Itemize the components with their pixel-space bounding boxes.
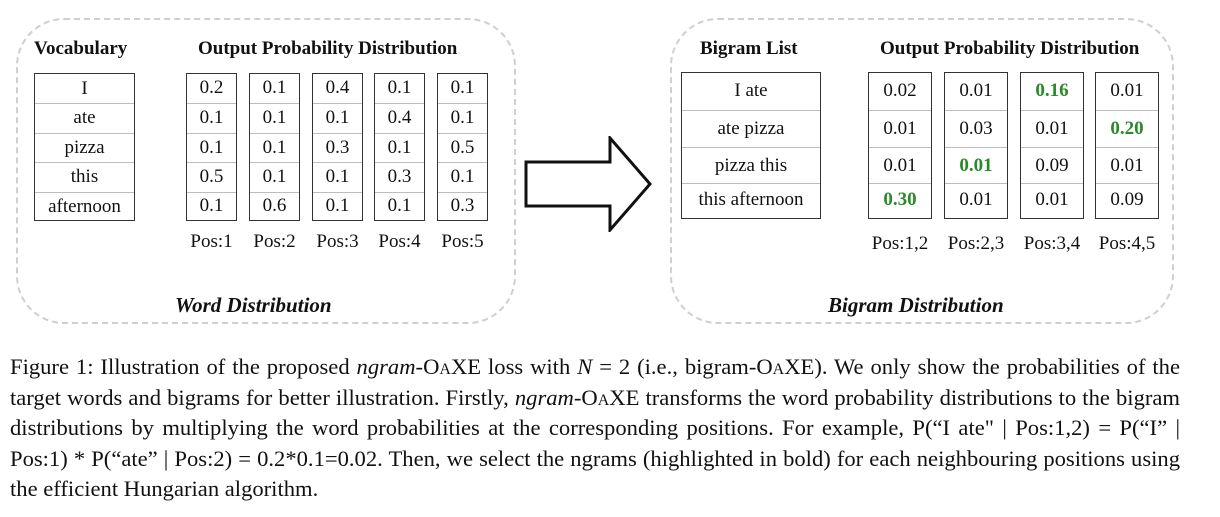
vocab-cell: afternoon — [35, 191, 134, 219]
word-prob-cell: 0.1 — [387, 77, 412, 98]
word-prob-cell: 0.3 — [375, 162, 424, 191]
word-distribution-panel — [16, 18, 516, 324]
word-prob-cell: 0.1 — [313, 162, 362, 191]
bigram-cell: ate pizza — [682, 109, 820, 147]
bigram-prob-cell: 0.03 — [945, 109, 1007, 147]
word-prob-cell: 0.1 — [250, 103, 299, 132]
word-prob-cell: 0.5 — [438, 132, 487, 162]
word-prob-cell: 0.1 — [187, 103, 236, 132]
vocab-cell: I — [81, 78, 88, 99]
bigram-cell: this afternoon — [682, 183, 820, 217]
bigram-prob-cell-selected: 0.30 — [869, 183, 931, 217]
vocabulary-header: Vocabulary — [34, 38, 128, 59]
bigram-dist-header: Output Probability Distribution — [880, 38, 1140, 59]
figure-caption: Figure 1: Illustration of the proposed n… — [10, 352, 1180, 505]
bigram-cell: pizza this — [682, 146, 820, 184]
word-prob-cell: 0.3 — [313, 132, 362, 162]
word-prob-cell: 0.1 — [250, 162, 299, 191]
bigram-position-label: Pos:1,2 — [871, 233, 929, 254]
word-prob-cell: 0.1 — [262, 77, 287, 98]
bigram-list-header: Bigram List — [700, 38, 798, 59]
vocab-cell: pizza — [35, 132, 134, 162]
bigram-distribution-caption: Bigram Distribution — [828, 293, 1004, 317]
word-prob-cell: 0.1 — [438, 162, 487, 191]
caption-text: XE transforms the word probability distr… — [10, 384, 1180, 502]
word-position-label: Pos:2 — [253, 231, 296, 252]
word-prob-cell: 0.4 — [325, 77, 350, 98]
word-distribution-caption: Word Distribution — [175, 293, 332, 317]
word-prob-cell: 0.3 — [438, 191, 487, 219]
word-prob-column: 0.1 0.1 0.5 0.1 0.3 — [437, 73, 488, 221]
bigram-position-label: Pos:3,4 — [1023, 233, 1081, 254]
caption-text: XE loss with — [450, 354, 578, 379]
word-prob-cell: 0.6 — [250, 191, 299, 219]
vocab-cell: ate — [35, 103, 134, 132]
word-prob-cell: 0.1 — [450, 77, 475, 98]
caption-text: Figure 1: Illustration of the proposed — [10, 354, 357, 379]
bigram-prob-column: 0.02 0.01 0.01 0.30 — [868, 72, 932, 219]
word-prob-cell: 0.2 — [199, 77, 224, 98]
word-position-label: Pos:4 — [378, 231, 421, 252]
word-prob-cell: 0.1 — [313, 103, 362, 132]
transform-arrow-icon — [524, 136, 652, 232]
caption-text: -O — [573, 384, 598, 410]
bigram-distribution-panel — [670, 18, 1174, 324]
word-prob-cell: 0.1 — [375, 132, 424, 162]
bigram-position-label: Pos:2,3 — [947, 233, 1005, 254]
caption-text: a — [597, 384, 610, 410]
word-position-label: Pos:5 — [441, 231, 484, 252]
vocabulary-table: I ate pizza this afternoon — [34, 73, 135, 221]
bigram-prob-cell: 0.01 — [1021, 109, 1083, 147]
bigram-list-table: I ate ate pizza pizza this this afternoo… — [681, 72, 821, 219]
bigram-prob-cell-selected: 0.01 — [945, 146, 1007, 184]
word-prob-column: 0.4 0.1 0.3 0.1 0.1 — [312, 73, 363, 221]
caption-text: = 2 (i.e., bigram-O — [592, 354, 773, 379]
bigram-prob-cell: 0.01 — [1021, 183, 1083, 217]
bigram-prob-cell-selected: 0.20 — [1096, 109, 1158, 147]
bigram-prob-cell: 0.01 — [869, 109, 931, 147]
caption-ngram: ngram — [514, 384, 574, 410]
word-position-label: Pos:1 — [190, 231, 233, 252]
vocab-cell: this — [35, 162, 134, 191]
bigram-prob-cell: 0.09 — [1021, 146, 1083, 184]
bigram-prob-cell: 0.01 — [869, 146, 931, 184]
word-prob-cell: 0.1 — [250, 132, 299, 162]
word-dist-header: Output Probability Distribution — [198, 38, 458, 59]
word-prob-column: 0.1 0.4 0.1 0.3 0.1 — [374, 73, 425, 221]
word-prob-column: 0.1 0.1 0.1 0.1 0.6 — [249, 73, 300, 221]
word-prob-cell: 0.1 — [438, 103, 487, 132]
caption-text: -O — [415, 354, 440, 379]
caption-text: XE). We only show the probabilities of t… — [10, 354, 1181, 410]
bigram-cell: I ate — [734, 80, 768, 101]
bigram-prob-cell: 0.01 — [945, 183, 1007, 217]
word-prob-column: 0.2 0.1 0.1 0.5 0.1 — [186, 73, 237, 221]
bigram-prob-cell-selected: 0.16 — [1035, 80, 1069, 101]
bigram-position-label: Pos:4,5 — [1098, 233, 1156, 254]
word-position-label: Pos:3 — [316, 231, 359, 252]
word-prob-cell: 0.4 — [375, 103, 424, 132]
word-prob-cell: 0.5 — [187, 162, 236, 191]
bigram-prob-cell: 0.01 — [1110, 80, 1144, 101]
word-prob-cell: 0.1 — [313, 191, 362, 219]
bigram-prob-cell: 0.09 — [1096, 183, 1158, 217]
caption-text: a — [439, 354, 451, 379]
word-prob-cell: 0.1 — [187, 191, 236, 219]
caption-n-var: N — [577, 354, 593, 379]
word-prob-cell: 0.1 — [187, 132, 236, 162]
caption-ngram: ngram — [356, 354, 416, 379]
word-prob-cell: 0.1 — [375, 191, 424, 219]
bigram-prob-column: 0.16 0.01 0.09 0.01 — [1020, 72, 1084, 219]
bigram-prob-cell: 0.01 — [1096, 146, 1158, 184]
caption-text: a — [772, 354, 785, 379]
bigram-prob-column: 0.01 0.03 0.01 0.01 — [944, 72, 1008, 219]
bigram-prob-cell: 0.02 — [883, 80, 917, 101]
bigram-prob-cell: 0.01 — [959, 80, 993, 101]
bigram-prob-column: 0.01 0.20 0.01 0.09 — [1095, 72, 1159, 219]
